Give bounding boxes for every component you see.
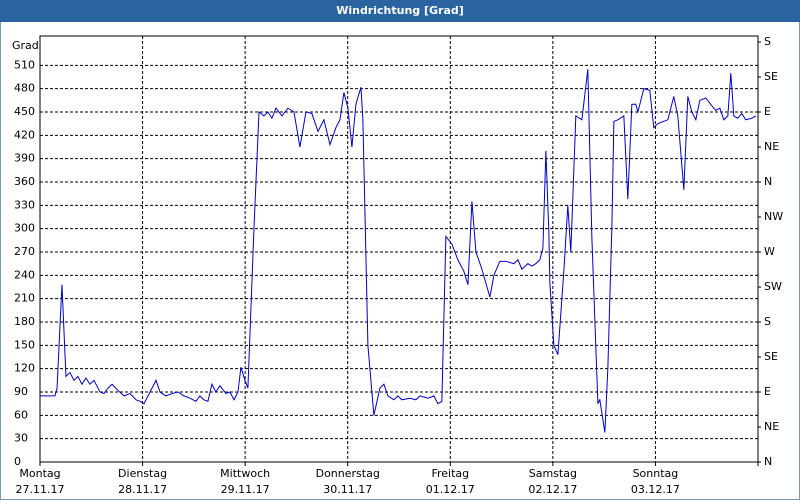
y-axis-label: Grad [12,39,39,52]
x-tick-label: Freitag [431,467,469,480]
y2-tick-label: S [764,35,771,48]
y-tick-label: 180 [14,315,35,328]
y-tick-label: 0 [14,455,21,468]
y2-tick-label: SE [764,70,778,83]
x-tick-sublabel: 01.12.17 [426,483,475,496]
y2-tick-label: NE [764,140,779,153]
y-tick-label: 30 [14,432,28,445]
y-tick-label: 420 [14,128,35,141]
data-line [40,69,757,433]
x-tick-sublabel: 02.12.17 [528,483,577,496]
y2-tick-label: W [764,245,775,258]
x-tick-label: Dienstag [118,467,167,480]
x-tick-sublabel: 30.11.17 [323,483,372,496]
x-tick-label: Montag [19,467,60,480]
y-tick-label: 300 [14,222,35,235]
y-tick-label: 510 [14,58,35,71]
x-tick-label: Mittwoch [220,467,270,480]
y2-tick-label: NW [764,210,783,223]
y-tick-label: 120 [14,362,35,375]
y-tick-label: 360 [14,175,35,188]
y2-tick-label: N [764,175,772,188]
y-tick-label: 330 [14,198,35,211]
y-tick-label: 270 [14,245,35,258]
y-tick-label: 450 [14,105,35,118]
y2-tick-label: N [764,455,772,468]
x-tick-sublabel: 27.11.17 [16,483,65,496]
y2-tick-label: SE [764,350,778,363]
y-tick-label: 210 [14,292,35,305]
y-tick-label: 60 [14,408,28,421]
y-tick-label: 240 [14,268,35,281]
x-tick-sublabel: 29.11.17 [221,483,270,496]
y-tick-label: 390 [14,152,35,165]
x-tick-label: Donnerstag [316,467,380,480]
title-bar [0,0,800,22]
x-tick-sublabel: 03.12.17 [631,483,680,496]
y2-tick-label: E [764,385,771,398]
plot-area [39,35,759,463]
y2-tick-label: NE [764,420,779,433]
x-tick-label: Sonntag [633,467,679,480]
y-tick-label: 150 [14,338,35,351]
chart-title: Windrichtung [Grad] [336,4,464,17]
y2-tick-label: E [764,105,771,118]
y2-tick-label: S [764,315,771,328]
y-tick-label: 90 [14,385,28,398]
x-tick-sublabel: 28.11.17 [118,483,167,496]
x-tick-label: Samstag [529,467,577,480]
y2-tick-label: SW [764,280,782,293]
y-tick-label: 480 [14,82,35,95]
